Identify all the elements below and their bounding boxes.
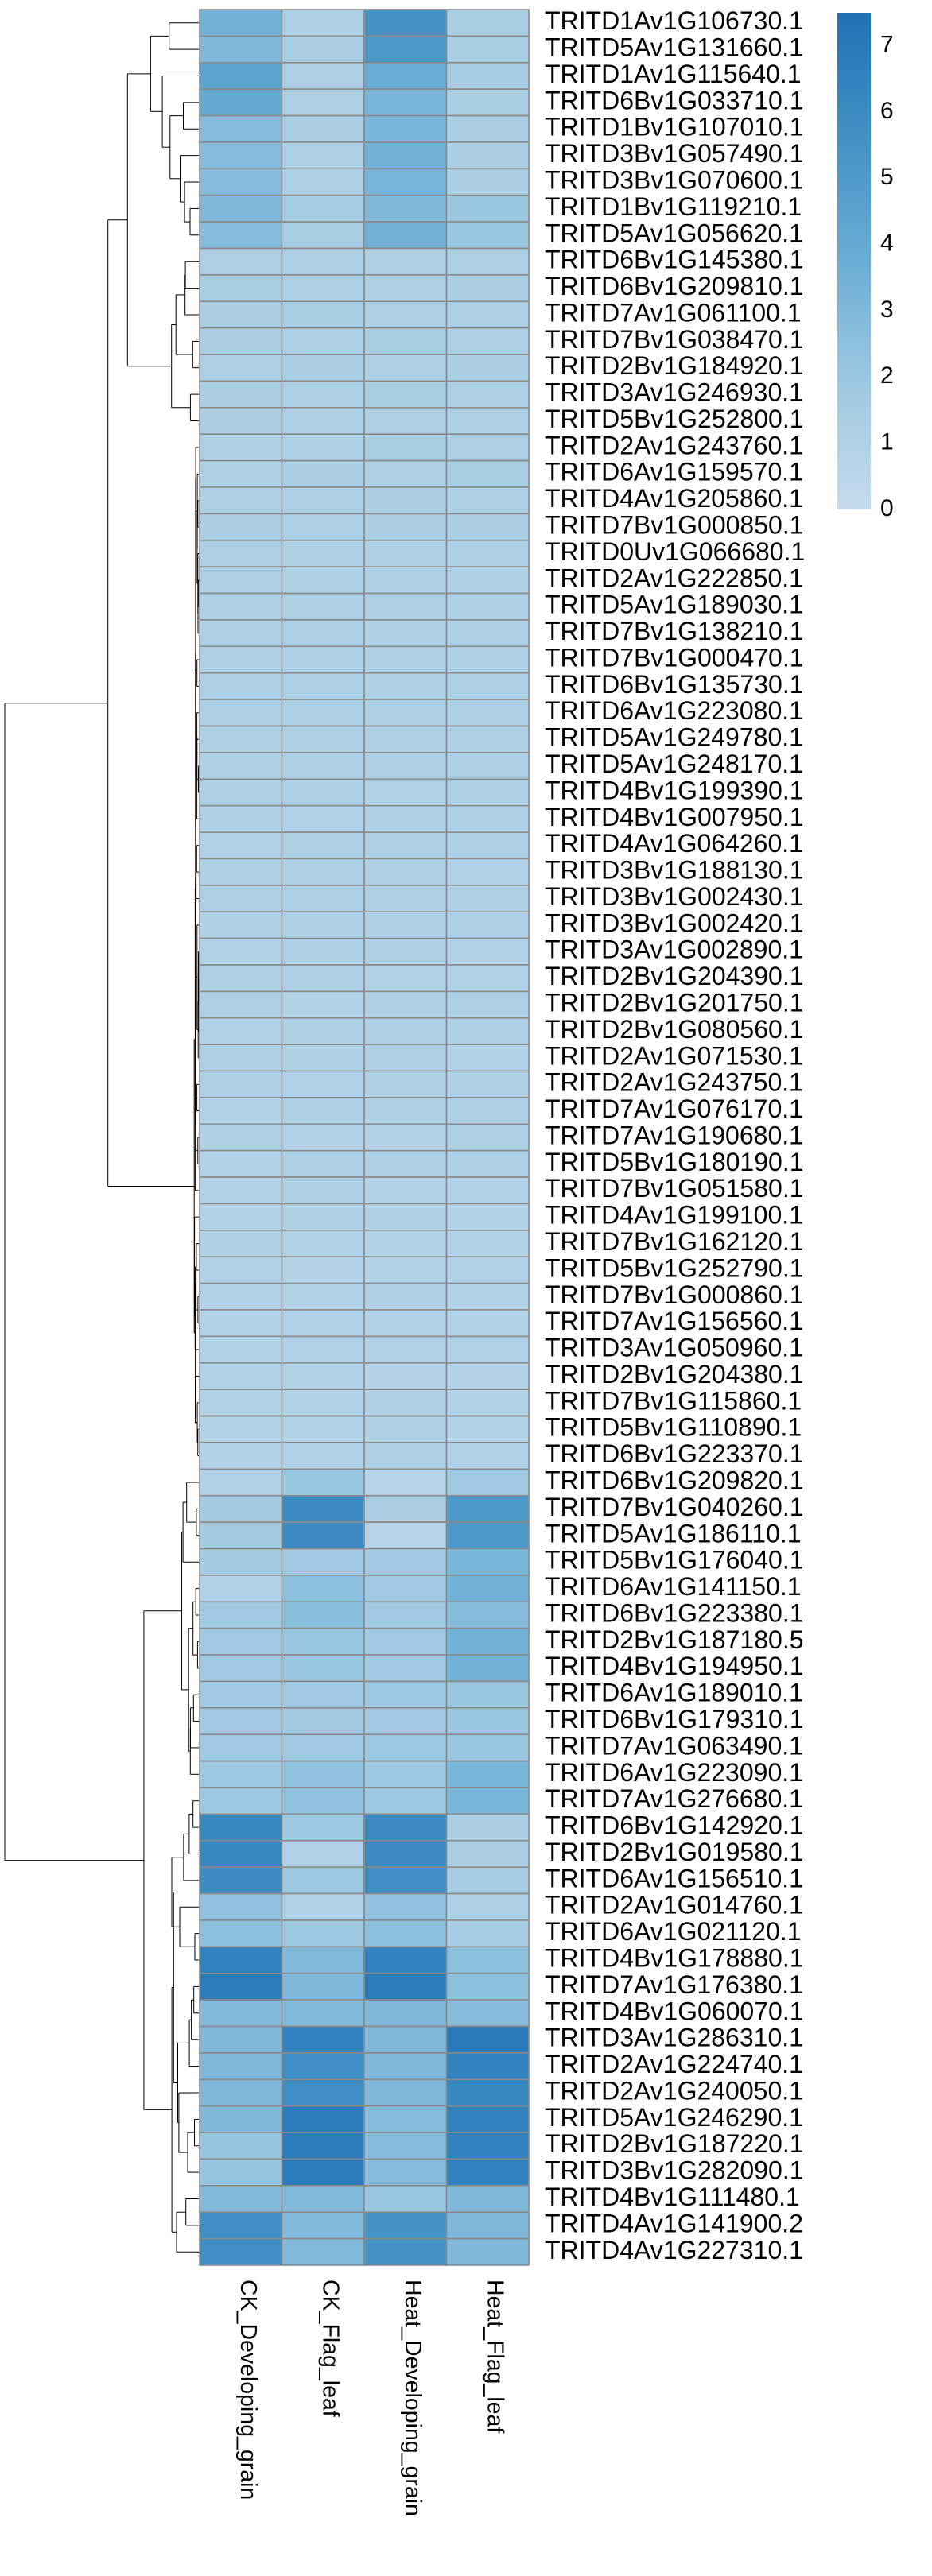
svg-text:TRITD6Bv1G179310.1: TRITD6Bv1G179310.1 <box>545 1705 804 1733</box>
svg-text:TRITD7Bv1G000860.1: TRITD7Bv1G000860.1 <box>545 1280 804 1309</box>
svg-text:TRITD3Av1G286310.1: TRITD3Av1G286310.1 <box>545 2024 803 2052</box>
svg-text:TRITD2Av1G243750.1: TRITD2Av1G243750.1 <box>545 1068 803 1097</box>
svg-text:TRITD4Bv1G007950.1: TRITD4Bv1G007950.1 <box>545 803 804 831</box>
svg-text:TRITD2Av1G222850.1: TRITD2Av1G222850.1 <box>545 564 803 592</box>
svg-text:TRITD7Av1G063490.1: TRITD7Av1G063490.1 <box>545 1731 803 1760</box>
svg-text:TRITD1Bv1G107010.1: TRITD1Bv1G107010.1 <box>545 113 804 141</box>
svg-text:TRITD1Bv1G119210.1: TRITD1Bv1G119210.1 <box>545 192 802 221</box>
svg-text:TRITD6Bv1G209820.1: TRITD6Bv1G209820.1 <box>545 1466 804 1495</box>
svg-text:CK_Flag_leaf: CK_Flag_leaf <box>317 2280 343 2417</box>
svg-text:7: 7 <box>880 32 894 58</box>
svg-text:TRITD5Av1G248170.1: TRITD5Av1G248170.1 <box>545 750 803 778</box>
svg-text:TRITD2Bv1G187180.5: TRITD2Bv1G187180.5 <box>545 1625 804 1654</box>
svg-text:TRITD1Av1G106730.1: TRITD1Av1G106730.1 <box>545 6 803 35</box>
svg-text:TRITD2Av1G071530.1: TRITD2Av1G071530.1 <box>545 1041 803 1070</box>
svg-text:TRITD6Av1G223090.1: TRITD6Av1G223090.1 <box>545 1758 803 1787</box>
svg-text:Heat_Developing_grain: Heat_Developing_grain <box>400 2280 425 2516</box>
svg-text:TRITD6Av1G159570.1: TRITD6Av1G159570.1 <box>545 458 803 486</box>
svg-text:TRITD5Av1G189030.1: TRITD5Av1G189030.1 <box>545 591 803 619</box>
svg-text:TRITD7Bv1G051580.1: TRITD7Bv1G051580.1 <box>545 1174 804 1203</box>
svg-text:TRITD4Av1G064260.1: TRITD4Av1G064260.1 <box>545 829 803 858</box>
svg-text:TRITD7Av1G076170.1: TRITD7Av1G076170.1 <box>545 1094 803 1123</box>
svg-text:TRITD3Bv1G057490.1: TRITD3Bv1G057490.1 <box>545 139 804 168</box>
svg-text:TRITD7Av1G190680.1: TRITD7Av1G190680.1 <box>545 1121 803 1149</box>
svg-text:TRITD7Bv1G000850.1: TRITD7Bv1G000850.1 <box>545 511 804 540</box>
svg-text:TRITD6Av1G141150.1: TRITD6Av1G141150.1 <box>545 1572 802 1601</box>
svg-text:TRITD4Av1G227310.1: TRITD4Av1G227310.1 <box>545 2236 803 2264</box>
svg-text:TRITD6Bv1G033710.1: TRITD6Bv1G033710.1 <box>545 86 804 114</box>
svg-text:TRITD6Bv1G209810.1: TRITD6Bv1G209810.1 <box>545 272 804 300</box>
svg-text:TRITD2Bv1G204390.1: TRITD2Bv1G204390.1 <box>545 962 804 990</box>
svg-text:TRITD2Av1G224740.1: TRITD2Av1G224740.1 <box>545 2050 803 2078</box>
svg-text:TRITD4Bv1G199390.1: TRITD4Bv1G199390.1 <box>545 776 804 804</box>
svg-text:TRITD4Av1G199100.1: TRITD4Av1G199100.1 <box>545 1201 803 1230</box>
svg-text:TRITD6Bv1G223380.1: TRITD6Bv1G223380.1 <box>545 1598 804 1627</box>
svg-text:TRITD6Bv1G135730.1: TRITD6Bv1G135730.1 <box>545 670 804 699</box>
svg-text:TRITD6Av1G021120.1: TRITD6Av1G021120.1 <box>545 1917 802 1946</box>
svg-text:TRITD3Bv1G002430.1: TRITD3Bv1G002430.1 <box>545 882 804 911</box>
svg-text:TRITD5Av1G246290.1: TRITD5Av1G246290.1 <box>545 2103 803 2132</box>
svg-text:TRITD5Bv1G180190.1: TRITD5Bv1G180190.1 <box>545 1148 804 1176</box>
svg-text:TRITD6Bv1G142920.1: TRITD6Bv1G142920.1 <box>545 1811 804 1840</box>
svg-text:TRITD7Bv1G040260.1: TRITD7Bv1G040260.1 <box>545 1493 804 1521</box>
svg-text:TRITD3Bv1G282090.1: TRITD3Bv1G282090.1 <box>545 2156 804 2185</box>
svg-text:TRITD7Av1G061100.1: TRITD7Av1G061100.1 <box>545 298 802 327</box>
svg-text:TRITD3Av1G246930.1: TRITD3Av1G246930.1 <box>545 378 803 407</box>
svg-text:1: 1 <box>880 429 894 455</box>
svg-text:2: 2 <box>880 362 894 389</box>
svg-text:Heat_Flag_leaf: Heat_Flag_leaf <box>482 2280 507 2433</box>
svg-text:TRITD5Bv1G252790.1: TRITD5Bv1G252790.1 <box>545 1253 804 1282</box>
svg-text:TRITD2Av1G243760.1: TRITD2Av1G243760.1 <box>545 431 803 459</box>
svg-text:TRITD6Av1G189010.1: TRITD6Av1G189010.1 <box>545 1679 803 1707</box>
svg-text:TRITD7Av1G176380.1: TRITD7Av1G176380.1 <box>545 1970 803 1999</box>
svg-text:TRITD2Bv1G204380.1: TRITD2Bv1G204380.1 <box>545 1360 804 1389</box>
svg-text:TRITD6Av1G223080.1: TRITD6Av1G223080.1 <box>545 696 803 725</box>
svg-text:TRITD6Bv1G145380.1: TRITD6Bv1G145380.1 <box>545 246 804 274</box>
svg-text:TRITD3Bv1G002420.1: TRITD3Bv1G002420.1 <box>545 908 804 937</box>
svg-text:6: 6 <box>880 98 894 124</box>
svg-text:TRITD6Bv1G223370.1: TRITD6Bv1G223370.1 <box>545 1439 804 1468</box>
svg-text:TRITD5Av1G056620.1: TRITD5Av1G056620.1 <box>545 219 803 247</box>
svg-text:TRITD5Av1G186110.1: TRITD5Av1G186110.1 <box>545 1519 802 1548</box>
svg-text:4: 4 <box>880 230 894 257</box>
svg-text:TRITD5Bv1G176040.1: TRITD5Bv1G176040.1 <box>545 1546 804 1575</box>
svg-text:TRITD4Av1G205860.1: TRITD4Av1G205860.1 <box>545 484 803 513</box>
svg-text:TRITD6Av1G156510.1: TRITD6Av1G156510.1 <box>545 1864 803 1892</box>
svg-text:TRITD2Bv1G184920.1: TRITD2Bv1G184920.1 <box>545 351 804 380</box>
svg-text:TRITD2Av1G240050.1: TRITD2Av1G240050.1 <box>545 2076 803 2105</box>
svg-text:3: 3 <box>880 296 894 323</box>
svg-text:TRITD3Bv1G070600.1: TRITD3Bv1G070600.1 <box>545 165 804 194</box>
svg-text:TRITD4Bv1G111480.1: TRITD4Bv1G111480.1 <box>545 2183 800 2211</box>
svg-text:TRITD7Bv1G138210.1: TRITD7Bv1G138210.1 <box>545 617 804 645</box>
svg-text:TRITD3Av1G050960.1: TRITD3Av1G050960.1 <box>545 1334 803 1362</box>
svg-text:CK_Developing_grain: CK_Developing_grain <box>235 2280 261 2500</box>
svg-text:TRITD7Bv1G000470.1: TRITD7Bv1G000470.1 <box>545 643 804 672</box>
svg-text:TRITD7Bv1G038470.1: TRITD7Bv1G038470.1 <box>545 325 804 354</box>
svg-text:5: 5 <box>880 164 894 190</box>
svg-text:TRITD4Bv1G060070.1: TRITD4Bv1G060070.1 <box>545 1997 804 2025</box>
svg-text:TRITD2Av1G014760.1: TRITD2Av1G014760.1 <box>545 1891 803 1919</box>
svg-text:TRITD1Av1G115640.1: TRITD1Av1G115640.1 <box>545 60 802 88</box>
svg-text:TRITD2Bv1G187220.1: TRITD2Bv1G187220.1 <box>545 2129 804 2158</box>
svg-text:TRITD5Bv1G110890.1: TRITD5Bv1G110890.1 <box>545 1413 802 1442</box>
svg-text:TRITD7Av1G276680.1: TRITD7Av1G276680.1 <box>545 1784 803 1813</box>
svg-text:TRITD2Bv1G019580.1: TRITD2Bv1G019580.1 <box>545 1838 804 1866</box>
svg-text:TRITD2Bv1G201750.1: TRITD2Bv1G201750.1 <box>545 989 804 1017</box>
svg-text:TRITD3Bv1G188130.1: TRITD3Bv1G188130.1 <box>545 856 804 885</box>
svg-text:TRITD5Av1G131660.1: TRITD5Av1G131660.1 <box>545 33 803 62</box>
svg-text:TRITD4Av1G141900.2: TRITD4Av1G141900.2 <box>545 2209 803 2237</box>
svg-text:TRITD4Bv1G194950.1: TRITD4Bv1G194950.1 <box>545 1652 804 1680</box>
svg-text:TRITD2Bv1G080560.1: TRITD2Bv1G080560.1 <box>545 1015 804 1044</box>
svg-text:TRITD7Bv1G162120.1: TRITD7Bv1G162120.1 <box>545 1227 804 1256</box>
svg-text:TRITD5Bv1G252800.1: TRITD5Bv1G252800.1 <box>545 405 804 433</box>
svg-text:TRITD7Av1G156560.1: TRITD7Av1G156560.1 <box>545 1307 803 1335</box>
svg-text:TRITD4Bv1G178880.1: TRITD4Bv1G178880.1 <box>545 1943 804 1972</box>
svg-text:0: 0 <box>880 495 894 521</box>
svg-text:TRITD0Uv1G066680.1: TRITD0Uv1G066680.1 <box>545 537 805 566</box>
svg-text:TRITD7Bv1G115860.1: TRITD7Bv1G115860.1 <box>545 1386 802 1415</box>
svg-text:TRITD5Av1G249780.1: TRITD5Av1G249780.1 <box>545 723 803 752</box>
svg-text:TRITD3Av1G002890.1: TRITD3Av1G002890.1 <box>545 935 803 964</box>
